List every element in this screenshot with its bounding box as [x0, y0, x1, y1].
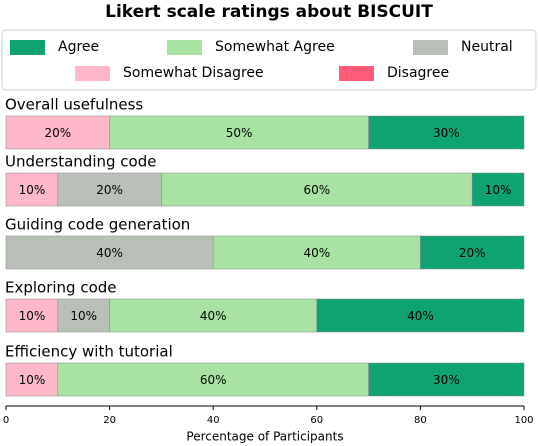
value-label: 60% [303, 183, 330, 197]
legend-label: Neutral [461, 39, 513, 55]
value-label: 50% [226, 126, 253, 140]
value-label: 10% [485, 183, 512, 197]
value-label: 20% [44, 126, 71, 140]
bar-segment [5, 172, 59, 207]
chart-title: Likert scale ratings about BISCUIT [105, 2, 433, 22]
bar-segment [368, 362, 525, 397]
x-tick-label: 0 [3, 415, 9, 426]
category-label: Guiding code generation [5, 216, 190, 234]
legend-label: Somewhat Agree [215, 39, 335, 55]
x-axis-label: Percentage of Participants [186, 430, 343, 444]
legend-swatch [75, 66, 110, 81]
bar-segment [57, 362, 369, 397]
value-label: 20% [459, 246, 486, 260]
legend-swatch [167, 40, 202, 55]
value-label: 10% [19, 183, 46, 197]
category-label: Overall usefulness [5, 96, 143, 114]
bar-segment [316, 298, 525, 333]
category-label: Understanding code [5, 153, 156, 171]
legend-swatch [339, 66, 374, 81]
category-label: Exploring code [5, 279, 117, 297]
bar-segment [471, 172, 525, 207]
value-label: 40% [407, 309, 434, 323]
value-label: 30% [433, 373, 460, 387]
value-label: 10% [70, 309, 97, 323]
bar-segment [420, 235, 525, 270]
bar-segment [5, 235, 214, 270]
bar-segment [109, 298, 318, 333]
value-label: 30% [433, 126, 460, 140]
bar-segment [5, 115, 110, 150]
legend-label: Agree [58, 39, 99, 55]
category-label: Efficiency with tutorial [5, 343, 173, 361]
value-label: 20% [96, 183, 123, 197]
legend-swatch [413, 40, 448, 55]
bar-segment [368, 115, 525, 150]
value-label: 40% [96, 246, 123, 260]
value-label: 60% [200, 373, 227, 387]
x-tick-label: 40 [207, 415, 220, 426]
value-label: 10% [19, 309, 46, 323]
x-tick-label: 80 [414, 415, 427, 426]
legend-swatch [10, 40, 45, 55]
legend-box [1, 29, 537, 91]
x-tick-label: 20 [103, 415, 116, 426]
bar-segment [5, 362, 59, 397]
bar-segment [212, 235, 421, 270]
bar-segment [57, 298, 110, 333]
legend-label: Disagree [387, 65, 449, 81]
value-label: 40% [303, 246, 330, 260]
x-tick-label: 60 [310, 415, 323, 426]
x-tick-label: 100 [514, 415, 533, 426]
bar-segment [5, 298, 59, 333]
bar-segment [161, 172, 473, 207]
value-label: 40% [200, 309, 227, 323]
bar-segment [109, 115, 369, 150]
bar-segment [57, 172, 162, 207]
legend-label: Somewhat Disagree [123, 65, 264, 81]
value-label: 10% [19, 373, 46, 387]
